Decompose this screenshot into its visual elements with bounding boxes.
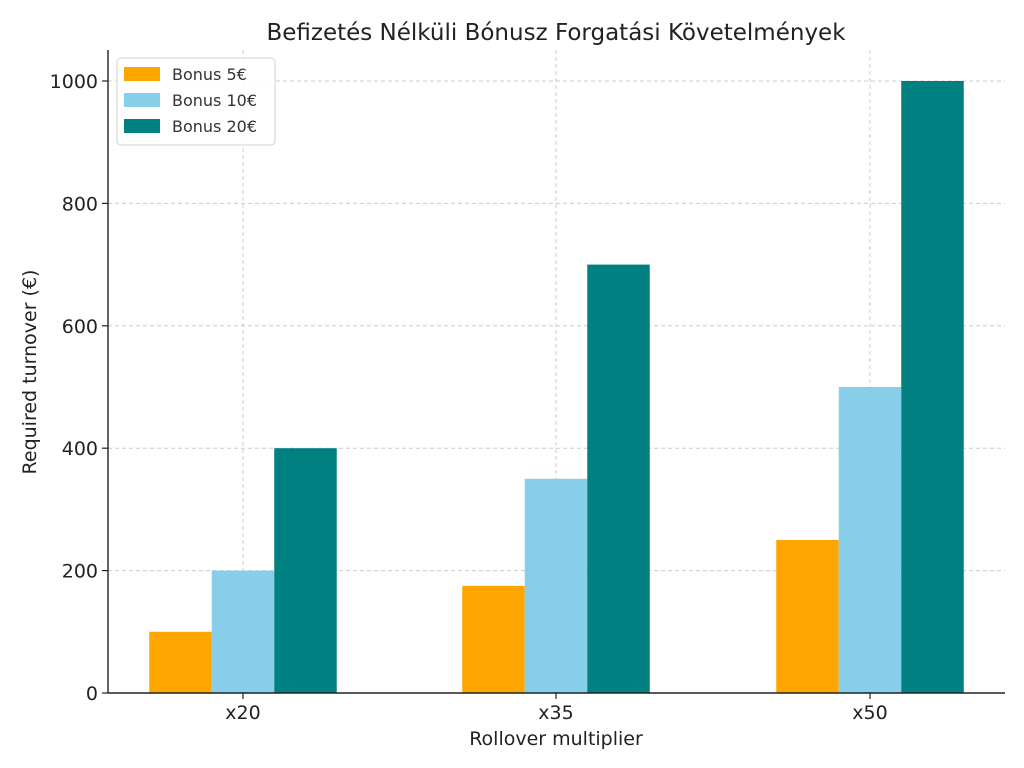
bar <box>274 448 337 693</box>
x-tick-label: x20 <box>225 702 260 724</box>
x-tick-label: x50 <box>852 702 887 724</box>
legend-label: Bonus 10€ <box>172 91 257 110</box>
y-tick-label: 600 <box>62 316 98 338</box>
bar <box>524 478 588 693</box>
bar <box>776 540 839 693</box>
legend-swatch <box>124 93 160 107</box>
x-tick-label: x35 <box>538 702 573 724</box>
legend-swatch <box>124 67 160 81</box>
chart-title: Befizetés Nélküli Bónusz Forgatási Követ… <box>266 20 846 46</box>
x-axis-title: Rollover multiplier <box>469 728 643 750</box>
bar <box>149 631 212 693</box>
y-tick-label: 0 <box>86 683 98 705</box>
legend-swatch <box>124 119 160 133</box>
legend-label: Bonus 20€ <box>172 117 257 136</box>
bar <box>587 264 650 693</box>
bar <box>901 81 964 693</box>
y-tick-label: 200 <box>62 561 98 583</box>
y-tick-label: 400 <box>62 438 98 460</box>
legend: Bonus 5€ Bonus 10€ Bonus 20€ <box>116 57 276 146</box>
bars <box>149 81 964 693</box>
tick-labels: 0 200 400 600 800 1000 x20 x35 x50 <box>50 71 888 724</box>
bar <box>838 387 902 693</box>
y-tick-label: 1000 <box>50 71 98 93</box>
legend-label: Bonus 5€ <box>172 65 247 84</box>
bar <box>462 585 525 693</box>
axes <box>102 50 1005 699</box>
bar <box>211 570 275 693</box>
y-axis-title: Required turnover (€) <box>19 270 41 475</box>
y-tick-label: 800 <box>62 193 98 215</box>
